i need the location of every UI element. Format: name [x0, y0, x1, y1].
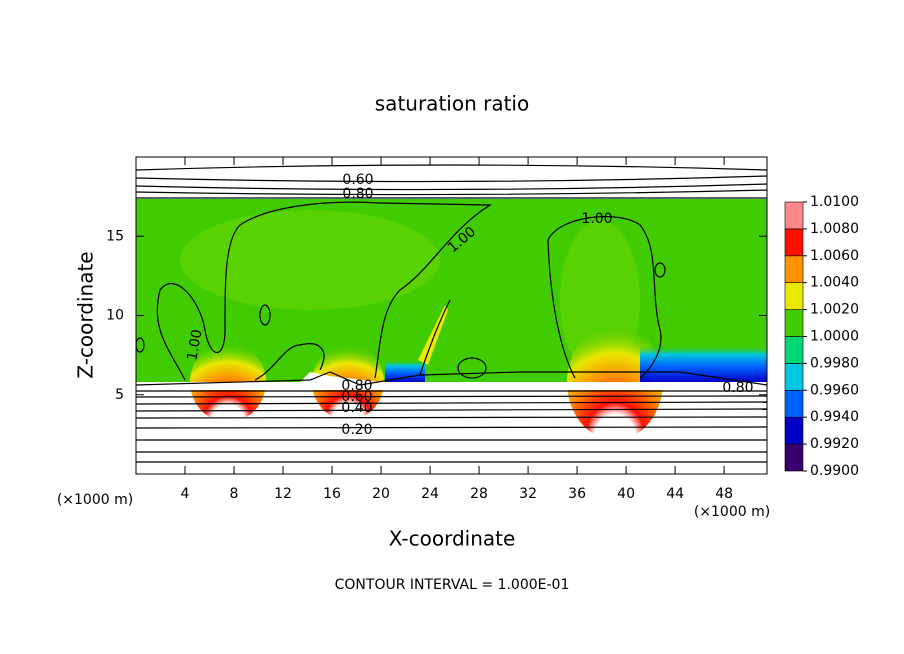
colorbar-band	[784, 309, 804, 337]
x-tick-label: 28	[470, 486, 488, 502]
x-tick-label: 32	[519, 486, 537, 502]
contour-label: 0.60	[341, 389, 372, 405]
colorbar-band	[784, 201, 804, 230]
colorbar-band	[784, 336, 804, 364]
x-tick-label: 16	[323, 486, 341, 502]
colorbar-band	[784, 282, 804, 310]
y-tick-label: 5	[115, 387, 124, 403]
colorbar-tick-label: 0.9960	[810, 382, 859, 398]
x-tick-label: 24	[421, 486, 439, 502]
y-axis-label: Z-coordinate	[74, 251, 98, 378]
colorbar-tick-label: 1.0040	[810, 275, 859, 291]
colorbar-tick-label: 0.9900	[810, 463, 859, 479]
x-tick-label: 36	[568, 486, 586, 502]
colorbar-tick-label: 1.0080	[810, 221, 859, 237]
colorbar-tick-label: 0.9940	[810, 409, 859, 425]
contour-interval-note: CONTOUR INTERVAL = 1.000E-01	[335, 577, 570, 593]
field	[136, 199, 767, 440]
x-tick-label: 8	[230, 486, 239, 502]
y-tick-label: 15	[106, 228, 124, 244]
x-tick-label: 44	[666, 486, 684, 502]
x-tick-label: 4	[181, 486, 190, 502]
colorbar-band	[784, 228, 804, 257]
contour-label: 0.80	[342, 186, 373, 202]
colorbar-tick-label: 0.9980	[810, 355, 859, 371]
colorbar-tick-label: 0.9920	[810, 436, 859, 452]
colorbar-tick-label: 1.0000	[810, 329, 859, 345]
colorbar-band	[784, 416, 804, 445]
x-tick-label: 12	[274, 486, 292, 502]
contour-label: 0.20	[341, 422, 372, 438]
x-axis-label: X-coordinate	[389, 527, 516, 551]
contour-lines	[135, 164, 768, 463]
colorbar-tick-label: 1.0100	[810, 194, 859, 210]
colorbar-band	[784, 443, 804, 472]
contour-label: 1.00	[581, 211, 612, 227]
x-unit: (×1000 m)	[694, 504, 770, 520]
chart-title: saturation ratio	[375, 92, 529, 116]
colorbar-tick-label: 1.0060	[810, 248, 859, 264]
x-tick-label: 48	[715, 486, 733, 502]
x-tick-label: 40	[617, 486, 635, 502]
colorbar-band	[784, 255, 804, 284]
contour-label: 0.80	[722, 380, 753, 396]
contour-label: 0.60	[342, 172, 373, 188]
contour-label: 0.40	[341, 400, 372, 416]
colorbar-band	[784, 389, 804, 418]
colorbar-tick-label: 1.0020	[810, 302, 859, 318]
x-tick-label: 20	[372, 486, 390, 502]
y-tick-label: 10	[106, 308, 124, 324]
contour-label: 0.80	[341, 378, 372, 394]
colorbar-band	[784, 363, 804, 391]
contour-label: 1.00	[184, 328, 205, 361]
x-unit: (×1000 m)	[57, 492, 133, 508]
